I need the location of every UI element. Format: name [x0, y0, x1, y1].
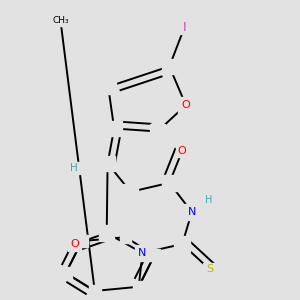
Bar: [184, 204, 200, 220]
Text: O: O: [182, 100, 190, 110]
Text: H: H: [70, 163, 78, 173]
Bar: [119, 231, 131, 243]
Bar: [51, 14, 70, 26]
Text: CH₃: CH₃: [52, 16, 69, 25]
Text: N: N: [138, 248, 147, 258]
Text: I: I: [182, 21, 186, 34]
Bar: [148, 249, 160, 261]
Bar: [60, 267, 72, 279]
Bar: [175, 236, 190, 252]
Bar: [68, 237, 82, 251]
Text: O: O: [70, 239, 79, 249]
Bar: [99, 225, 115, 241]
Bar: [135, 245, 150, 261]
Bar: [106, 121, 122, 136]
Text: H: H: [205, 195, 212, 205]
Bar: [76, 235, 88, 247]
Bar: [162, 175, 177, 190]
Text: N: N: [188, 207, 196, 217]
Bar: [203, 263, 216, 276]
Bar: [68, 162, 80, 174]
Bar: [162, 58, 177, 74]
Bar: [123, 184, 138, 200]
Bar: [176, 144, 189, 157]
Bar: [100, 79, 116, 94]
Text: S: S: [206, 264, 213, 274]
Bar: [100, 156, 116, 171]
Bar: [178, 22, 190, 34]
Bar: [150, 124, 165, 139]
Bar: [89, 285, 101, 297]
Text: O: O: [178, 146, 187, 156]
Bar: [178, 98, 194, 113]
Bar: [133, 281, 145, 293]
